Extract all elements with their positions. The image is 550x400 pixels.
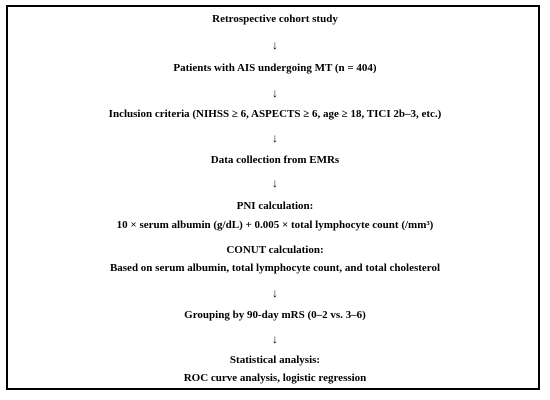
- step-grouping: Grouping by 90-day mRS (0–2 vs. 3–6): [184, 309, 366, 321]
- flowchart-frame: [6, 5, 540, 390]
- step-pni-formula: 10 × serum albumin (g/dL) + 0.005 × tota…: [116, 219, 434, 231]
- step-study-design: Retrospective cohort study: [212, 13, 338, 25]
- step-conut-description: Based on serum albumin, total lymphocyte…: [109, 262, 441, 274]
- step-data-collection: Data collection from EMRs: [210, 154, 340, 166]
- step-statistics-methods: ROC curve analysis, logistic regression: [183, 372, 367, 384]
- arrow-down-icon: ↓: [272, 131, 278, 145]
- arrow-down-icon: ↓: [272, 332, 278, 346]
- arrow-down-icon: ↓: [272, 286, 278, 300]
- step-pni-heading: PNI calculation:: [236, 200, 314, 212]
- step-patients: Patients with AIS undergoing MT (n = 404…: [173, 62, 377, 74]
- arrow-down-icon: ↓: [272, 38, 278, 52]
- arrow-down-icon: ↓: [272, 86, 278, 100]
- arrow-down-icon: ↓: [272, 176, 278, 190]
- step-conut-heading: CONUT calculation:: [226, 244, 324, 256]
- step-inclusion-criteria: Inclusion criteria (NIHSS ≥ 6, ASPECTS ≥…: [108, 108, 442, 120]
- step-statistics-heading: Statistical analysis:: [229, 354, 321, 366]
